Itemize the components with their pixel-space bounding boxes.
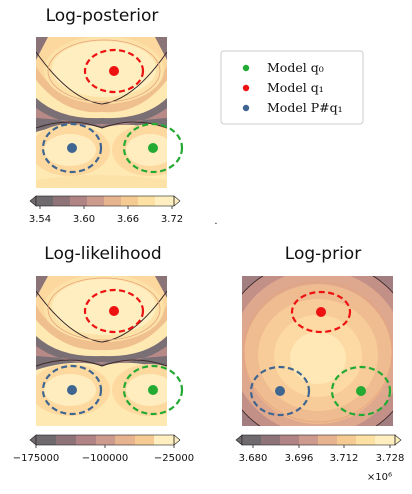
prior-tick-1: 3.696 xyxy=(285,453,314,464)
pq1-ellipse-prior xyxy=(249,365,311,417)
likelihood-title: Log-likelihood xyxy=(44,244,162,264)
posterior-title: Log-posterior xyxy=(45,6,159,26)
prior-multiplier: ×10⁶ xyxy=(367,472,392,483)
legend-green-dot xyxy=(242,64,250,72)
posterior-tick-1: 3.60 xyxy=(73,214,95,225)
legend-item-pq1: Model P#q₁ xyxy=(267,100,343,115)
stray-dot: . xyxy=(214,216,217,227)
likelihood-tick-1: −100000 xyxy=(82,453,129,464)
colorbar-likelihood: −175000 −100000 −25000 xyxy=(13,434,194,464)
posterior-tick-0: 3.54 xyxy=(29,214,51,225)
likelihood-heatmap xyxy=(36,276,167,426)
q1-marker-posterior xyxy=(109,66,119,76)
posterior-tick-2: 3.66 xyxy=(117,214,139,225)
prior-heatmap xyxy=(242,276,393,426)
q0-ellipse-likelihood xyxy=(122,364,184,416)
legend-red-dot xyxy=(242,84,250,92)
colorbar-prior: 3.680 3.696 3.712 3.728 ×10⁶ xyxy=(235,434,405,483)
prior-tick-2: 3.712 xyxy=(330,453,359,464)
q1-marker-prior xyxy=(316,307,326,317)
q1-ellipse-likelihood xyxy=(83,288,145,334)
likelihood-tick-2: −25000 xyxy=(154,453,194,464)
pq1-ellipse-posterior xyxy=(41,122,103,174)
prior-tick-0: 3.680 xyxy=(239,453,268,464)
q1-ellipse-prior xyxy=(290,290,352,334)
posterior-heatmap xyxy=(36,37,167,188)
q1-ellipse-posterior xyxy=(83,48,145,94)
pq1-marker-posterior xyxy=(67,143,77,153)
prior-title: Log-prior xyxy=(284,244,362,264)
q1-marker-likelihood xyxy=(109,306,119,316)
pq1-marker-prior xyxy=(275,386,285,396)
pq1-marker-likelihood xyxy=(67,385,77,395)
q0-marker-prior xyxy=(356,386,366,396)
q0-marker-posterior xyxy=(148,143,158,153)
legend-blue-dot xyxy=(242,104,250,112)
prior-tick-3: 3.728 xyxy=(376,453,405,464)
q0-marker-likelihood xyxy=(148,385,158,395)
legend: Model q₀ Model q₁ Model P#q₁ xyxy=(220,50,364,125)
posterior-tick-3: 3.72 xyxy=(161,214,183,225)
legend-item-q1: Model q₁ xyxy=(267,80,324,95)
q0-ellipse-posterior xyxy=(122,122,184,174)
colorbar-posterior: 3.54 3.60 3.66 3.72 . xyxy=(29,195,218,227)
likelihood-tick-0: −175000 xyxy=(13,453,60,464)
q0-ellipse-prior xyxy=(330,365,392,417)
pq1-ellipse-likelihood xyxy=(41,364,103,416)
legend-item-q0: Model q₀ xyxy=(267,60,324,75)
